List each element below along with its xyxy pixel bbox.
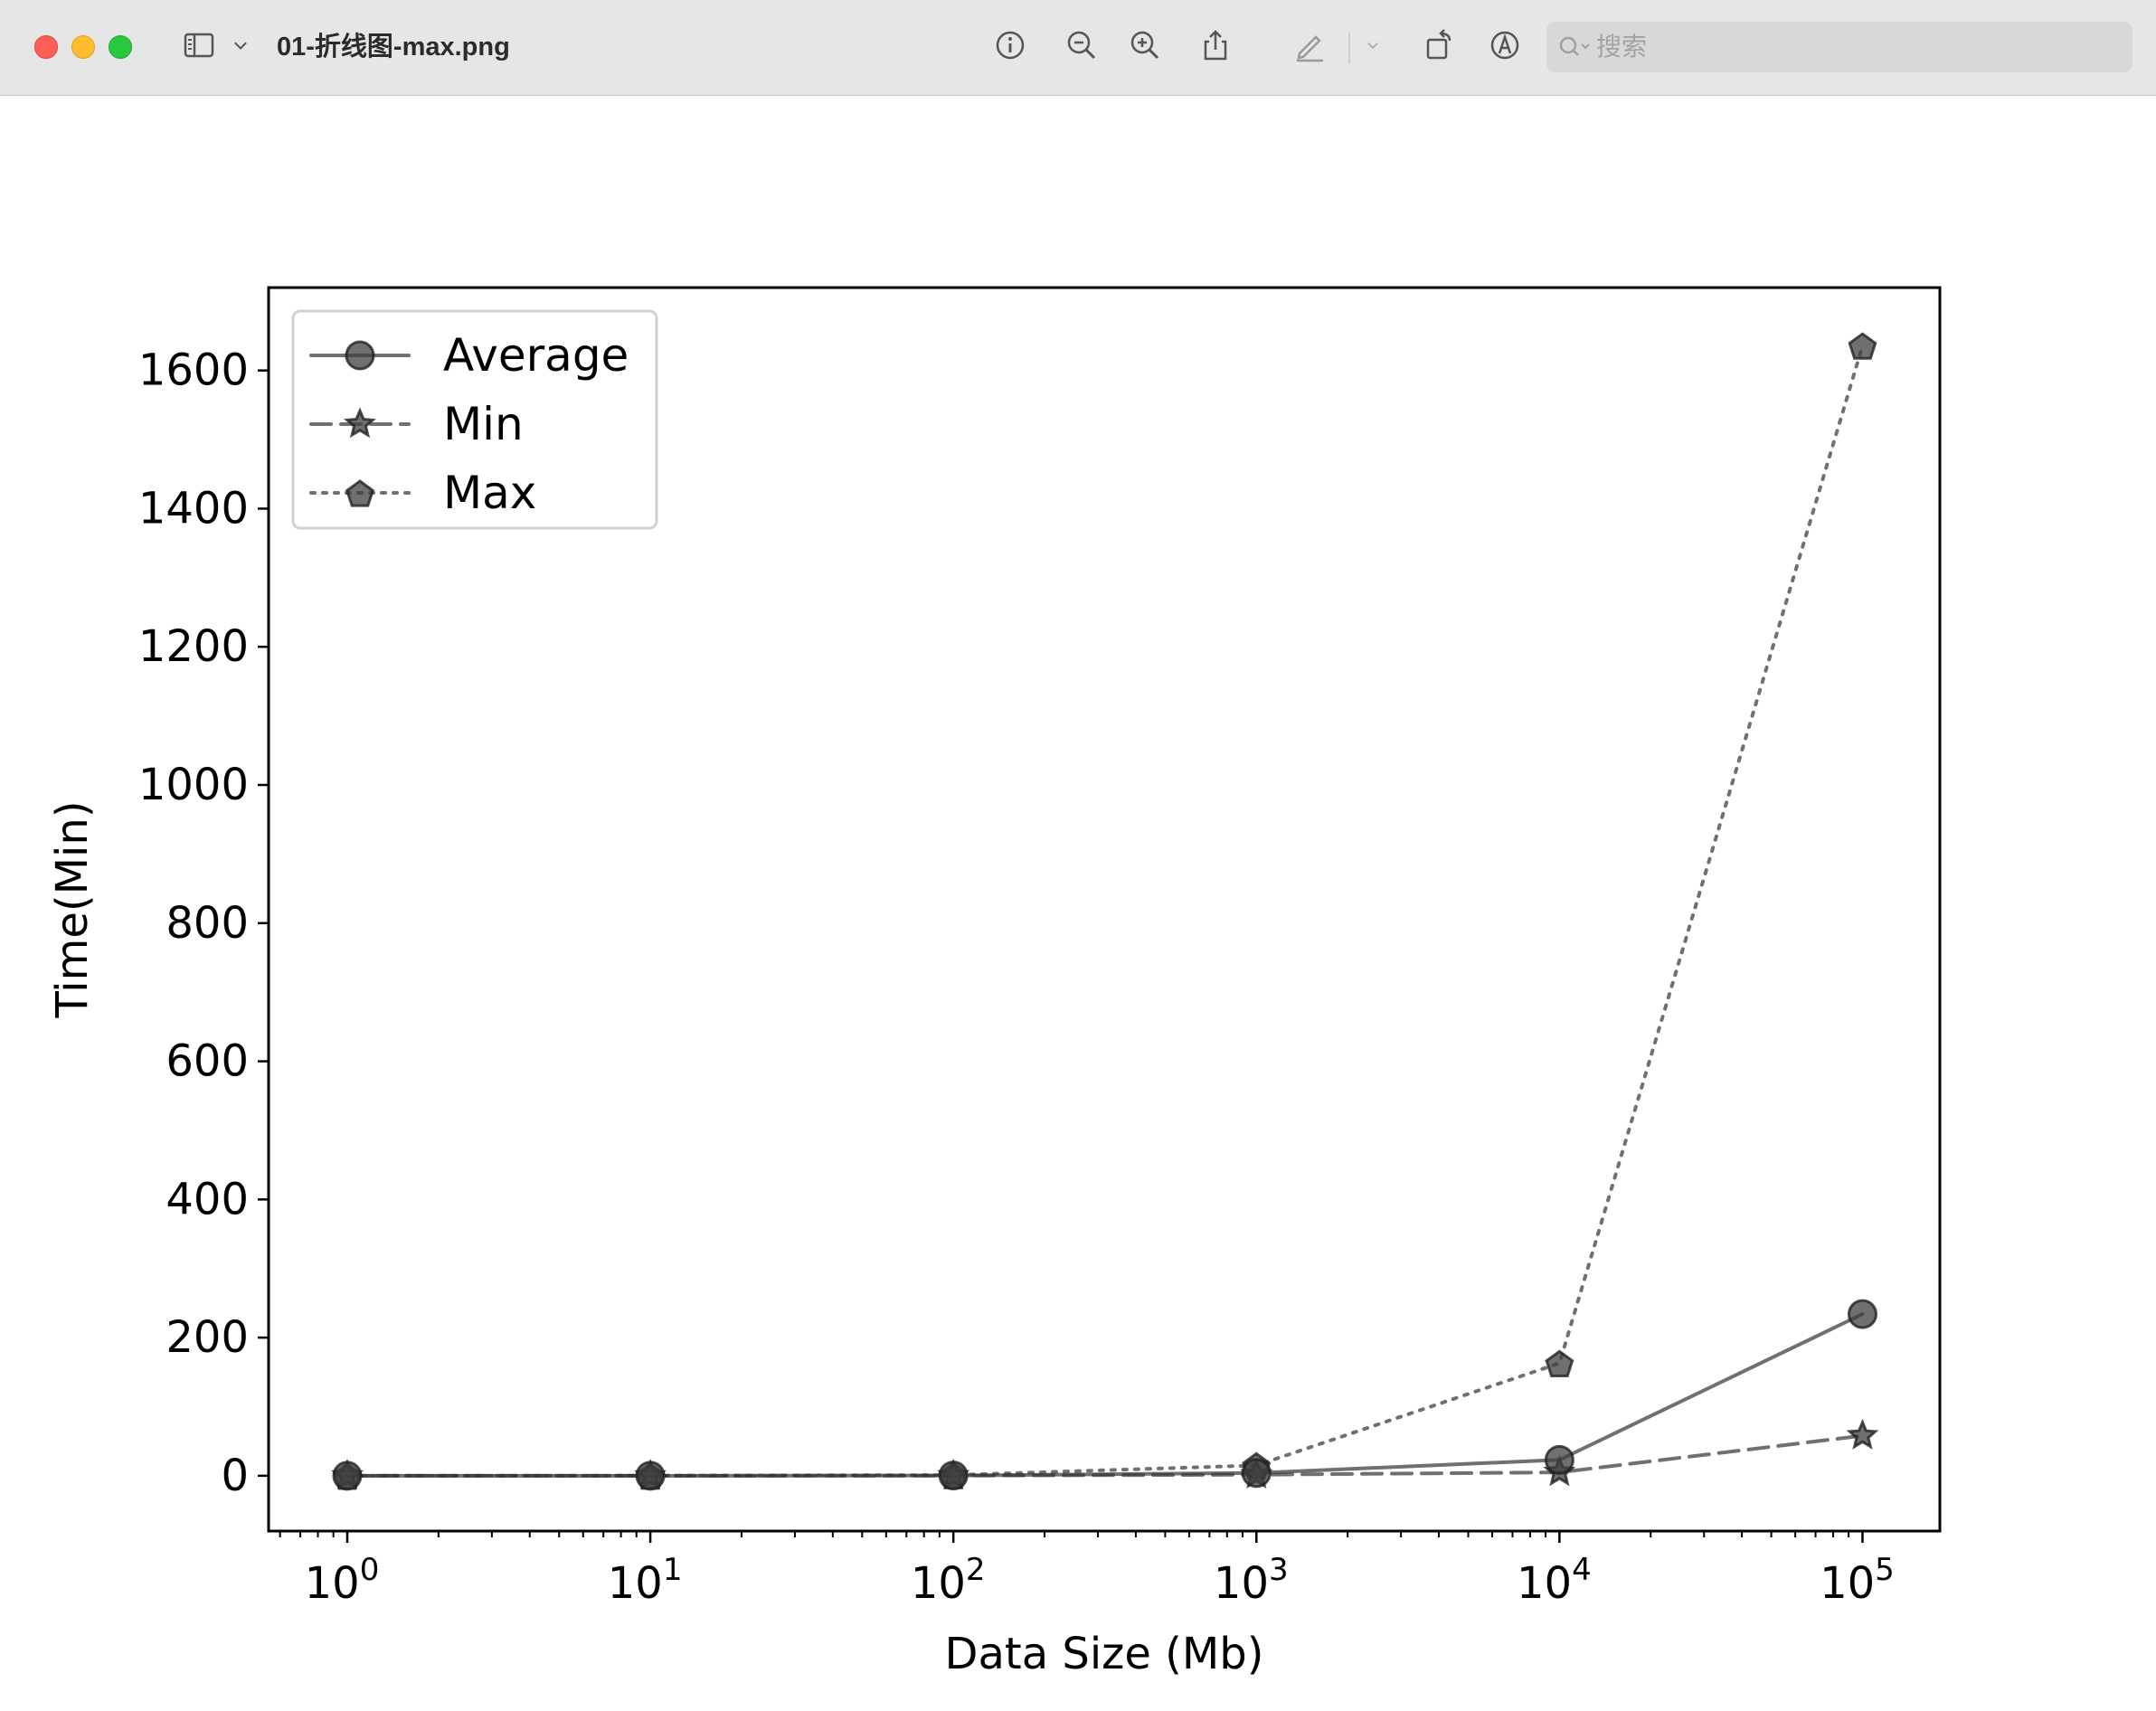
y-tick-label: 400 — [165, 1174, 249, 1224]
annotate-button[interactable] — [1483, 24, 1527, 67]
toolbar-divider — [1348, 33, 1350, 63]
x-tick-label: 103 — [1214, 1552, 1289, 1609]
data-point-average — [635, 1460, 666, 1491]
image-content-area: 0 200 400 600 800 1000 1200 1400 1600 100 101 102 10… — [0, 96, 2156, 1711]
legend-label-min: Min — [443, 398, 524, 450]
x-axis-label: Data Size (Mb) — [945, 1629, 1264, 1679]
data-point-average — [1241, 1458, 1272, 1489]
minimize-window-button[interactable] — [71, 35, 95, 59]
chevron-down-icon — [1367, 43, 1378, 50]
y-tick-label: 1200 — [138, 621, 249, 672]
series-line-max — [345, 344, 1865, 1478]
document-title: 01-折线图-max.png — [277, 33, 510, 61]
data-point-average — [1544, 1444, 1574, 1475]
y-tick-label: 1600 — [138, 345, 249, 396]
legend-marker-average — [345, 340, 375, 371]
y-tick-label: 800 — [165, 898, 249, 949]
sidebar-icon — [184, 33, 214, 58]
rotate-button[interactable] — [1418, 24, 1461, 67]
y-tick-label: 1400 — [138, 483, 249, 534]
zoom-out-button[interactable] — [1060, 24, 1103, 67]
rotate-icon — [1426, 29, 1452, 60]
plot-frame — [267, 286, 1942, 1533]
title-bar: 01-折线图-max.png — [0, 0, 2156, 96]
zoom-in-icon — [1130, 31, 1159, 60]
data-point-average — [938, 1460, 969, 1491]
legend-marker-min — [343, 407, 377, 439]
markup-button[interactable] — [1288, 24, 1331, 67]
legend: Average Min Max — [291, 309, 658, 530]
data-point-average — [1847, 1299, 1877, 1329]
x-tick-label: 104 — [1517, 1552, 1592, 1609]
sidebar-toggle-button[interactable] — [177, 24, 221, 67]
markup-menu-button[interactable] — [1357, 24, 1389, 67]
sidebar-menu-button[interactable] — [224, 24, 257, 67]
search-field[interactable]: 搜索 — [1546, 22, 2132, 72]
legend-marker-max — [345, 479, 375, 507]
zoom-in-button[interactable] — [1123, 24, 1167, 67]
info-button[interactable] — [988, 24, 1032, 67]
legend-label-average: Average — [443, 329, 629, 382]
legend-label-max: Max — [443, 467, 536, 519]
share-button[interactable] — [1194, 24, 1237, 67]
data-point-min — [1846, 1418, 1879, 1450]
series-line-average — [345, 1312, 1865, 1478]
x-tick-label: 102 — [911, 1552, 986, 1609]
fullscreen-window-button[interactable] — [109, 35, 132, 59]
info-icon — [996, 31, 1025, 60]
x-tick-label: 105 — [1820, 1552, 1895, 1609]
data-point-max — [1848, 332, 1877, 360]
annotate-icon — [1490, 31, 1519, 60]
data-point-average — [332, 1460, 363, 1491]
y-axis-label: Time(Min) — [47, 800, 98, 1018]
search-icon — [1559, 36, 1590, 56]
line-chart: 0 200 400 600 800 1000 1200 1400 1600 100 101 102 10… — [47, 286, 1942, 1679]
markup-pen-icon — [1297, 35, 1323, 62]
x-tick-label: 100 — [305, 1552, 380, 1609]
close-window-button[interactable] — [34, 35, 58, 59]
search-placeholder: 搜索 — [1596, 33, 1648, 61]
legend-box — [291, 309, 658, 530]
x-tick-label: 101 — [608, 1552, 683, 1609]
chevron-down-icon — [234, 42, 247, 50]
data-point-max — [1545, 1349, 1574, 1377]
y-tick-label: 1000 — [138, 760, 249, 810]
y-tick-label: 600 — [165, 1036, 249, 1087]
zoom-out-icon — [1067, 31, 1096, 60]
y-tick-label: 200 — [165, 1312, 249, 1363]
y-tick-label: 0 — [221, 1451, 249, 1501]
share-icon — [1204, 30, 1227, 61]
